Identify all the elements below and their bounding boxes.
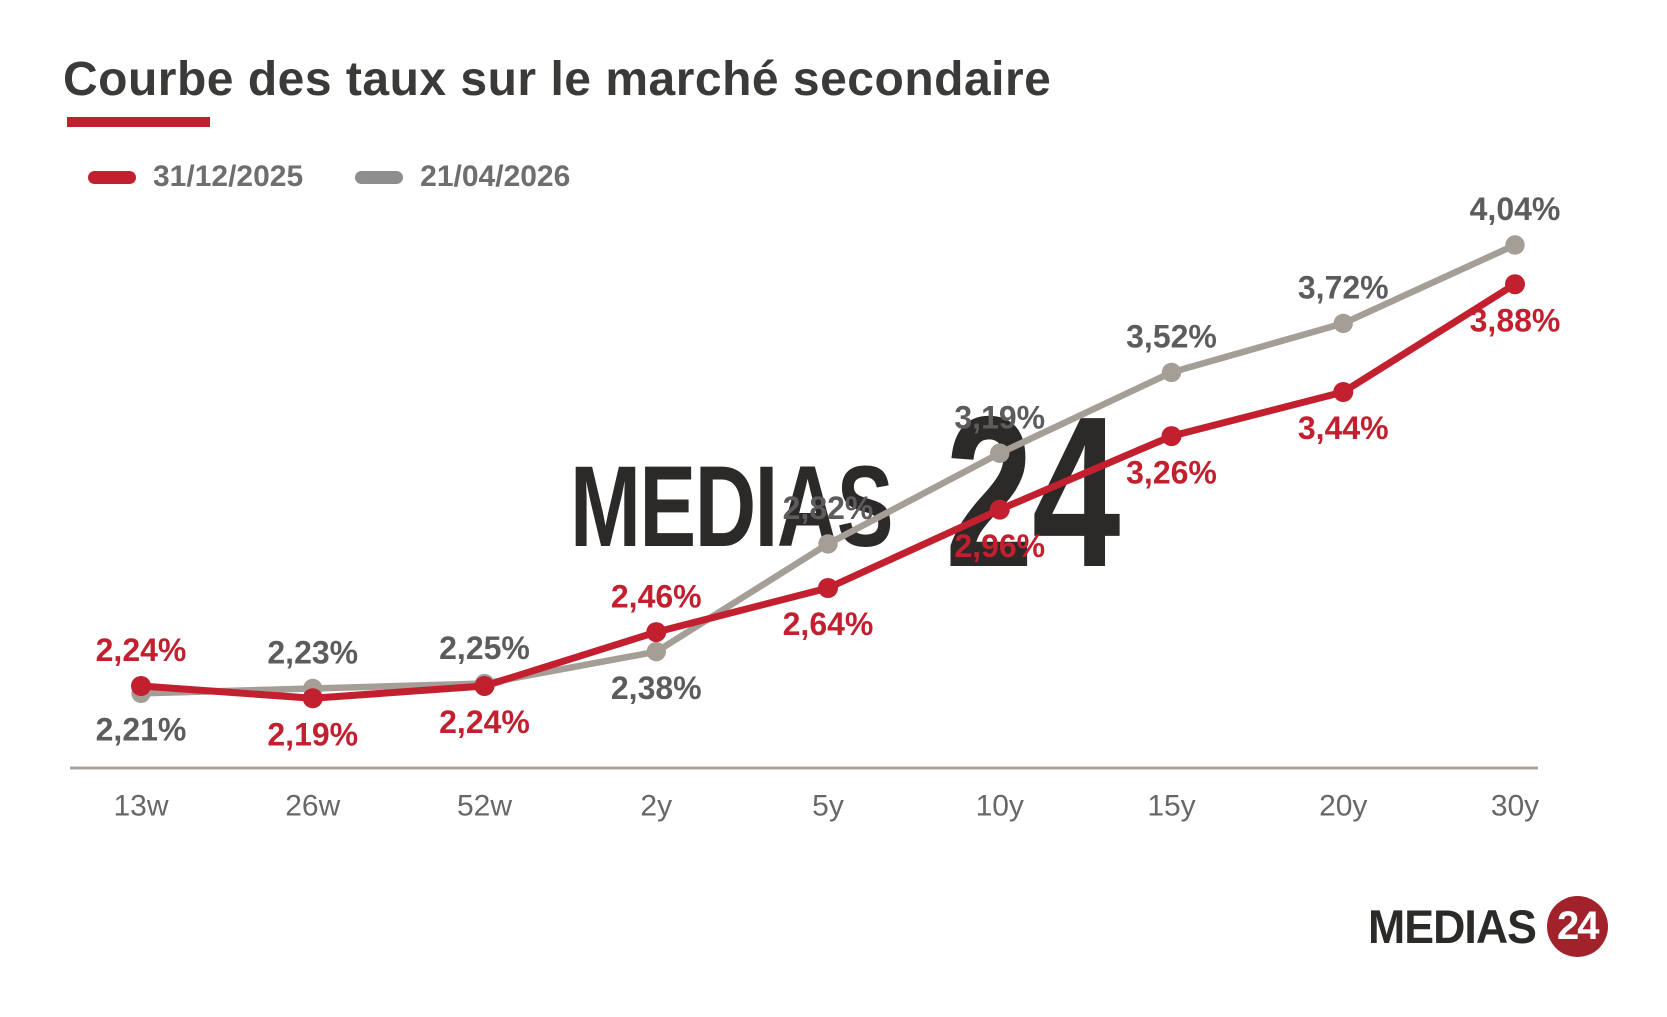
value-label: 2,38%: [611, 670, 702, 706]
x-tick-label: 15y: [1147, 790, 1195, 823]
x-tick-label: 10y: [976, 790, 1024, 823]
series-red: [131, 274, 1525, 709]
value-label: 2,23%: [267, 635, 358, 671]
value-label: 2,64%: [783, 606, 874, 642]
data-point[interactable]: [131, 676, 151, 696]
data-point[interactable]: [1333, 382, 1354, 402]
data-point[interactable]: [1333, 313, 1353, 334]
x-tick-label: 5y: [812, 790, 844, 823]
legend-swatch-gray: [355, 170, 404, 184]
logo-24-number: 24: [1557, 904, 1599, 948]
value-label: 2,19%: [267, 716, 358, 752]
value-label: 2,24%: [439, 704, 530, 740]
x-tick-label: 13w: [113, 790, 168, 823]
value-label: 3,44%: [1298, 410, 1389, 446]
value-label: 2,24%: [96, 632, 187, 668]
data-point[interactable]: [646, 622, 667, 643]
value-label: 3,52%: [1126, 319, 1217, 355]
value-label: 3,19%: [954, 399, 1045, 435]
x-axis-ticks: 13w 26w 52w 2y 5y 10y 15y 20y 30y: [113, 790, 1539, 823]
x-tick-label: 52w: [457, 790, 512, 823]
data-point[interactable]: [646, 642, 666, 662]
data-point[interactable]: [818, 534, 838, 554]
medias24-logo: MEDIAS 24: [1368, 896, 1608, 957]
title-underline: [67, 117, 210, 127]
legend-label: 31/12/2025: [153, 160, 304, 193]
value-label: 2,46%: [611, 578, 702, 614]
value-label: 2,96%: [954, 528, 1045, 564]
data-point[interactable]: [1505, 235, 1525, 255]
legend-item-series-1[interactable]: 31/12/2025: [88, 160, 303, 194]
data-point[interactable]: [1161, 362, 1182, 383]
data-point[interactable]: [990, 443, 1010, 463]
x-tick-label: 26w: [285, 790, 340, 823]
x-tick-label: 30y: [1491, 790, 1539, 823]
data-point[interactable]: [302, 688, 323, 709]
value-label: 4,04%: [1470, 191, 1561, 227]
value-label: 2,82%: [783, 490, 874, 526]
legend-item-series-2[interactable]: 21/04/2026: [355, 160, 570, 194]
x-tick-label: 2y: [640, 790, 672, 823]
value-label: 3,88%: [1470, 302, 1561, 338]
logo-medias-text: MEDIAS: [1368, 900, 1537, 953]
value-labels-gray: 2,21% 2,23% 2,25% 2,38% 2,82% 3,19% 3,52% 3,72%…: [96, 191, 1561, 747]
data-point[interactable]: [1161, 426, 1182, 447]
legend-label: 21/04/2026: [420, 160, 571, 193]
page-title: Courbe des taux sur le marché secondaire: [63, 53, 1052, 106]
logo-red-circle: 24: [1546, 896, 1608, 957]
legend-swatch-red: [88, 170, 136, 184]
watermark-medias-text: MEDIAS: [570, 443, 894, 571]
data-point[interactable]: [1505, 274, 1525, 295]
data-point[interactable]: [989, 499, 1010, 520]
value-label: 2,21%: [96, 712, 187, 748]
data-point[interactable]: [818, 578, 838, 598]
value-label: 3,72%: [1298, 270, 1389, 306]
value-label: 3,26%: [1126, 454, 1217, 490]
x-tick-label: 20y: [1319, 790, 1367, 823]
watermark-24-number: 24: [945, 371, 1120, 612]
data-point[interactable]: [474, 676, 495, 696]
value-labels-red: 2,24% 2,19% 2,24% 2,46% 2,64% 2,96% 3,26% 3,44%…: [96, 302, 1561, 752]
chart-legend: 31/12/2025 21/04/2026: [88, 160, 570, 194]
value-label: 2,25%: [439, 630, 530, 666]
